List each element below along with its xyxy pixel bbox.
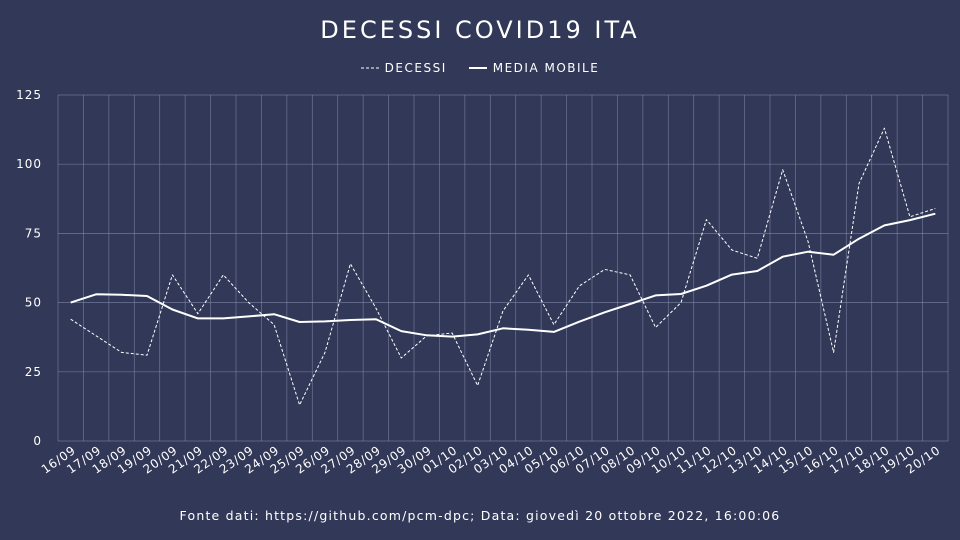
y-tick-label: 100 — [16, 157, 42, 171]
y-tick-label: 125 — [16, 88, 42, 102]
legend-item-decessi: DECESSI — [360, 61, 447, 75]
y-tick-label: 25 — [25, 365, 42, 379]
legend-label-decessi: DECESSI — [384, 61, 447, 75]
series-line-media-mobile — [70, 212, 936, 338]
legend-item-media-mobile: MEDIA MOBILE — [468, 61, 600, 75]
chart-legend: DECESSI MEDIA MOBILE — [0, 61, 960, 75]
series-line-decessi — [70, 127, 936, 406]
legend-swatch-solid — [468, 67, 487, 69]
data-source-footer: Fonte dati: https://github.com/pcm-dpc; … — [179, 508, 781, 523]
legend-swatch-dashed — [360, 67, 379, 69]
chart-title: DECESSI COVID19 ITA — [320, 16, 640, 44]
y-tick-label: 50 — [25, 296, 42, 310]
legend-label-media-mobile: MEDIA MOBILE — [492, 61, 600, 75]
y-tick-label: 75 — [25, 226, 42, 240]
y-tick-label: 0 — [33, 434, 42, 448]
